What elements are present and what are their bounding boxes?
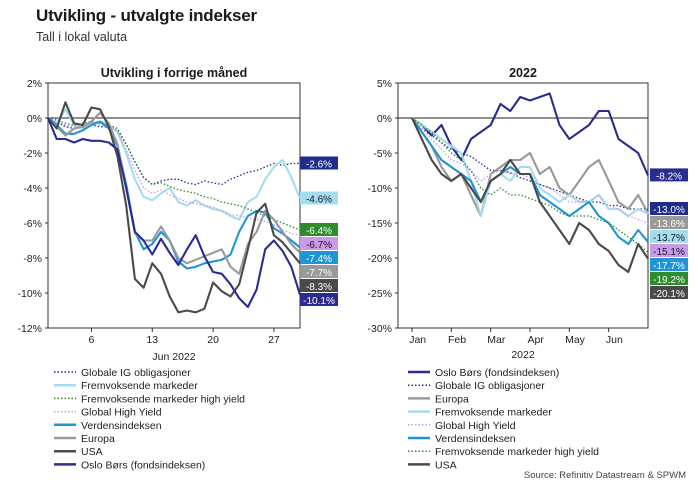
page-title: Utvikling - utvalgte indekser xyxy=(36,6,257,25)
legend-label-usa: USA xyxy=(435,459,457,471)
end-label-fremvoksende-markeder: -4.6% xyxy=(306,195,332,206)
legend-label-europa: Europa xyxy=(81,433,115,445)
end-label-box-fremvoksende-markeder xyxy=(300,191,338,205)
legend-label-fremvoksende-markeder-high-yield: Fremvoksende markeder high yield xyxy=(435,446,599,458)
end-label-box-fremvoksende-markeder-high-yield xyxy=(300,223,338,236)
x-tick-label: Jun xyxy=(606,334,623,346)
end-label-box-europa xyxy=(300,265,338,278)
end-label-oslo-bors-fondsindeksen: -8.2% xyxy=(656,171,682,182)
y-tick-label: -10% xyxy=(367,183,392,195)
legend-label-globale-ig-obligasjoner: Globale IG obligasjoner xyxy=(435,380,545,392)
chart-title-0: Utvikling i forrige måned xyxy=(101,66,248,80)
legend-label-oslo-bors-fondsindeksen: Oslo Børs (fondsindeksen) xyxy=(435,367,559,379)
end-label-box-global-high-yield xyxy=(300,237,338,250)
series-line-globale-ig-obligasjoner xyxy=(47,117,300,186)
legend-label-europa: Europa xyxy=(435,393,469,405)
legend-label-verdensindeksen: Verdensindeksen xyxy=(435,433,516,445)
y-tick-label: -5% xyxy=(373,148,392,160)
y-tick-label: -15% xyxy=(367,218,392,230)
series-line-usa xyxy=(411,117,649,274)
end-label-box-verdensindeksen xyxy=(300,251,338,264)
end-label-oslo-bors-fondsindeksen: -10.1% xyxy=(303,296,335,307)
x-tick-label: 6 xyxy=(89,334,95,346)
end-label-box-europa xyxy=(650,216,688,229)
x-axis-label: 2022 xyxy=(511,349,535,361)
legend-label-globale-ig-obligasjoner: Globale IG obligasjoner xyxy=(81,367,191,379)
y-tick-label: -8% xyxy=(23,253,42,265)
series-line-oslo-bors-fondsindeksen xyxy=(47,117,302,309)
end-label-verdensindeksen: -17.7% xyxy=(653,261,685,272)
end-label-europa: -13.6% xyxy=(653,219,685,230)
end-label-europa: -7.7% xyxy=(306,268,332,279)
end-label-usa: -8.3% xyxy=(306,282,332,293)
end-label-box-global-high-yield xyxy=(650,244,688,257)
x-tick-label: Apr xyxy=(527,334,544,346)
y-tick-label: -6% xyxy=(23,218,42,230)
plot-frame xyxy=(397,82,649,329)
series-line-usa xyxy=(47,101,301,314)
end-label-global-high-yield: -6.7% xyxy=(306,240,332,251)
series-line-fremvoksende-markeder xyxy=(411,117,649,218)
x-tick-label: 27 xyxy=(268,334,280,346)
x-tick-label: Feb xyxy=(448,334,466,346)
page-subtitle: Tall i lokal valuta xyxy=(36,30,128,44)
legend-label-usa: USA xyxy=(81,446,103,458)
y-tick-label: -4% xyxy=(23,183,42,195)
y-tick-label: -30% xyxy=(367,323,392,335)
end-label-box-usa xyxy=(650,286,688,299)
series-line-globale-ig-obligasjoner xyxy=(411,117,648,210)
series-line-global-high-yield xyxy=(411,117,649,225)
legend-label-global-high-yield: Global High Yield xyxy=(81,407,162,419)
y-tick-label: -20% xyxy=(367,253,392,265)
end-label-box-usa xyxy=(300,279,338,292)
x-tick-label: 20 xyxy=(207,334,219,346)
x-tick-label: Jan xyxy=(409,334,426,346)
legend-label-global-high-yield: Global High Yield xyxy=(435,420,516,432)
x-tick-label: May xyxy=(565,334,586,346)
end-label-box-globale-ig-obligasjoner xyxy=(300,156,338,170)
end-label-globale-ig-obligasjoner: -2.6% xyxy=(306,160,332,171)
end-label-usa: -20.1% xyxy=(653,289,685,300)
y-tick-label: 2% xyxy=(27,78,42,90)
end-label-global-high-yield: -15.1% xyxy=(653,247,685,258)
series-line-fremvoksende-markeder xyxy=(47,108,301,221)
y-tick-label: 5% xyxy=(377,78,392,90)
y-tick-label: -10% xyxy=(17,288,42,300)
source-note: Source: Refinitiv Datastream & SPWM xyxy=(523,470,686,481)
end-label-verdensindeksen: -7.4% xyxy=(306,254,332,265)
x-axis-label: Jun 2022 xyxy=(152,351,195,363)
legend-label-fremvoksende-markeder: Fremvoksende markeder xyxy=(81,380,198,392)
series-line-global-high-yield xyxy=(47,117,301,236)
end-label-box-oslo-bors-fondsindeksen xyxy=(300,293,338,306)
end-label-box-verdensindeksen xyxy=(650,258,688,271)
end-label-box-fremvoksende-markeder xyxy=(650,230,688,243)
y-tick-label: -25% xyxy=(367,288,392,300)
plot-frame xyxy=(47,82,301,329)
y-tick-label: 0% xyxy=(377,113,392,125)
y-tick-label: -12% xyxy=(17,323,42,335)
legend-label-oslo-bors-fondsindeksen: Oslo Børs (fondsindeksen) xyxy=(81,459,205,471)
end-label-globale-ig-obligasjoner: -13.0% xyxy=(653,205,685,216)
end-label-box-globale-ig-obligasjoner xyxy=(650,202,688,215)
y-tick-label: -2% xyxy=(23,148,42,160)
end-label-fremvoksende-markeder-high-yield: -6.4% xyxy=(306,226,332,237)
x-tick-label: 13 xyxy=(146,334,158,346)
end-label-fremvoksende-markeder-high-yield: -19.2% xyxy=(653,275,685,286)
legend-label-fremvoksende-markeder: Fremvoksende markeder xyxy=(435,407,552,419)
chart-title-1: 2022 xyxy=(509,66,537,80)
series-line-europa xyxy=(47,111,301,275)
legend-label-verdensindeksen: Verdensindeksen xyxy=(81,420,162,432)
end-label-fremvoksende-markeder: -13.7% xyxy=(653,233,685,244)
series-line-fremvoksende-markeder-high-yield xyxy=(411,117,649,253)
x-tick-label: Mar xyxy=(487,334,506,346)
end-label-box-fremvoksende-markeder-high-yield xyxy=(650,272,688,285)
end-label-box-oslo-bors-fondsindeksen xyxy=(650,168,688,182)
y-tick-label: 0% xyxy=(27,113,42,125)
legend-label-fremvoksende-markeder-high-yield: Fremvoksende markeder high yield xyxy=(81,393,245,405)
series-line-fremvoksende-markeder-high-yield xyxy=(47,117,301,231)
